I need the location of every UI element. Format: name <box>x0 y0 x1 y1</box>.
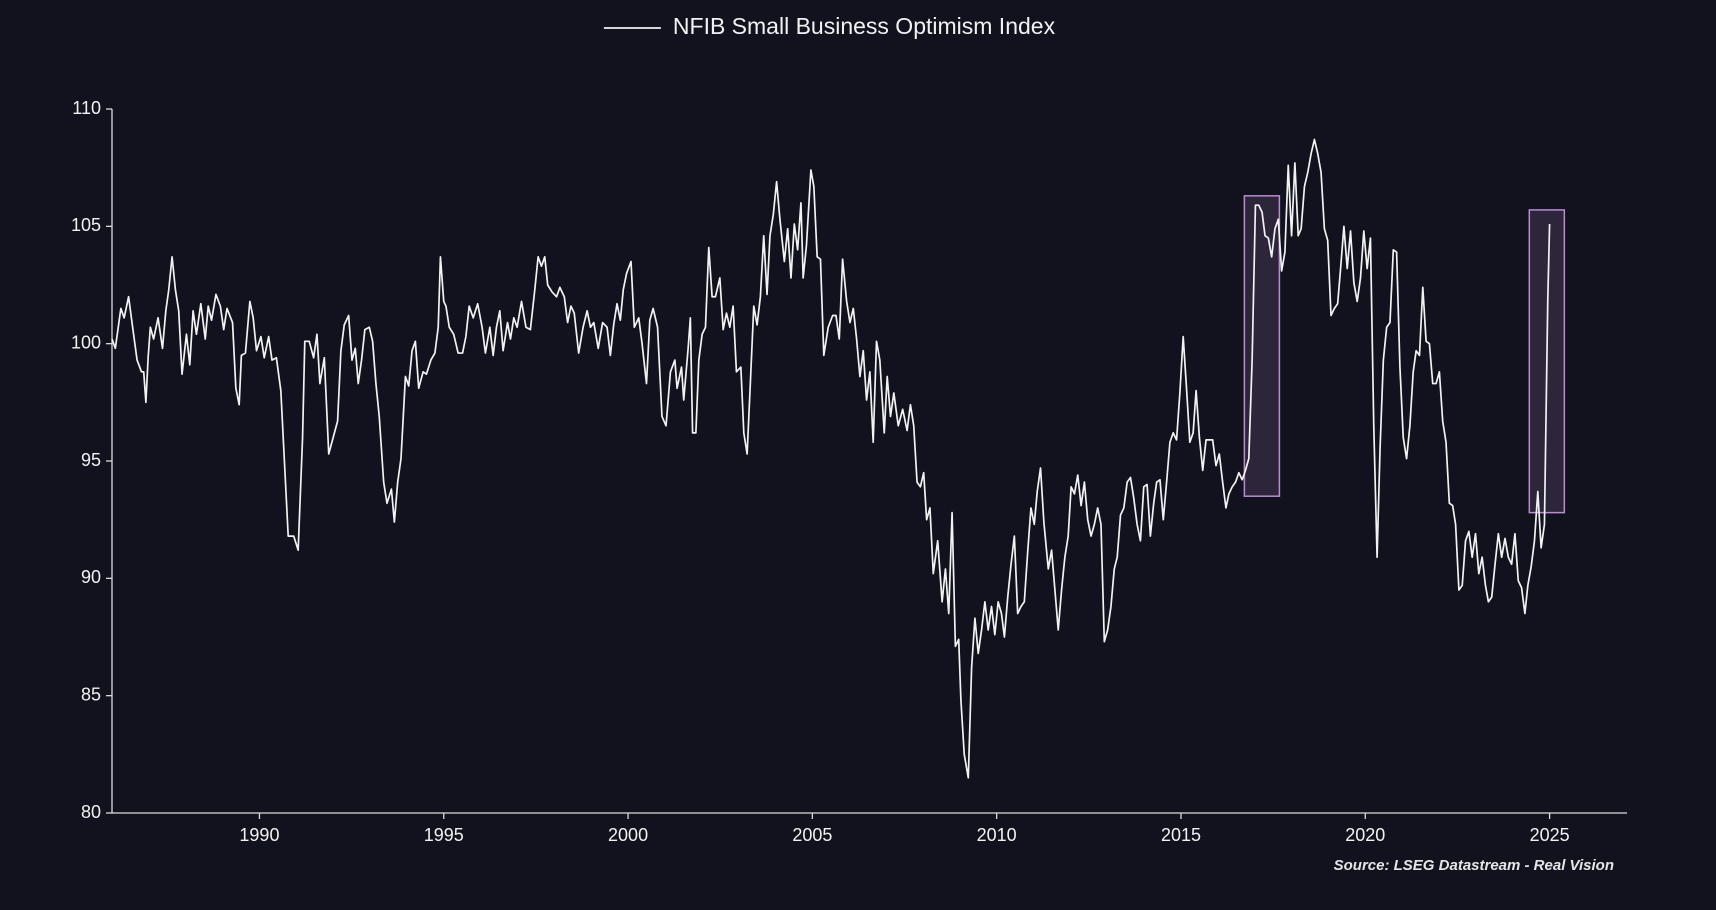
x-tick-label: 2005 <box>792 825 832 845</box>
y-tick-label: 90 <box>81 567 101 587</box>
x-tick-label: 1995 <box>424 825 464 845</box>
x-tick-label: 1990 <box>239 825 279 845</box>
x-tick-label: 2000 <box>608 825 648 845</box>
x-tick-label: 2010 <box>977 825 1017 845</box>
y-tick-label: 100 <box>71 332 101 352</box>
x-tick-label: 2025 <box>1530 825 1570 845</box>
y-tick-label: 80 <box>81 802 101 822</box>
legend-label: NFIB Small Business Optimism Index <box>673 13 1056 39</box>
y-tick-label: 110 <box>72 98 101 118</box>
y-tick-label: 95 <box>81 450 101 470</box>
data-line <box>111 138 1551 779</box>
x-tick-label: 2020 <box>1345 825 1385 845</box>
y-tick-label: 105 <box>71 215 101 235</box>
y-tick-label: 85 <box>81 684 101 704</box>
source-note: Source: LSEG Datastream - Real Vision <box>1334 857 1614 874</box>
x-tick-label: 2015 <box>1161 825 1201 845</box>
